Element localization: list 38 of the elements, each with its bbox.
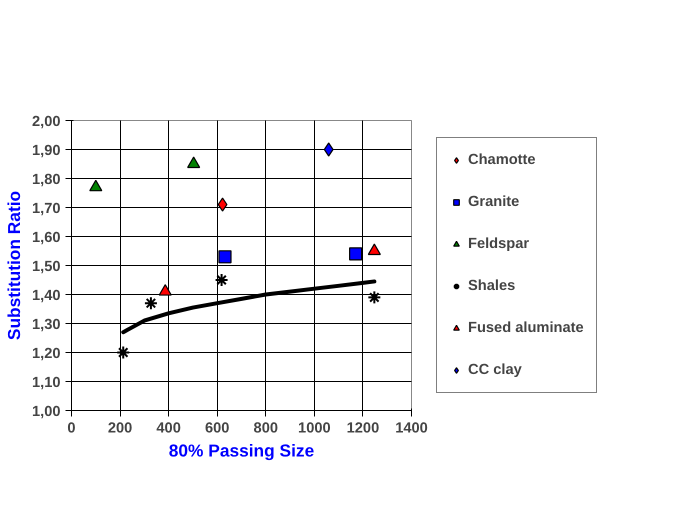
y-tick-label: 1,20 xyxy=(32,346,61,362)
x-axis-title: 80% Passing Size xyxy=(168,440,315,460)
y-tick-label: 1,90 xyxy=(32,143,61,159)
legend-label: Shales xyxy=(468,278,516,294)
legend-label: Granite xyxy=(468,194,520,210)
point xyxy=(214,273,229,287)
point xyxy=(349,247,362,260)
y-tick-label: 1,60 xyxy=(32,230,61,246)
x-tick-label: 200 xyxy=(108,420,132,436)
y-axis-title: Substitution Ratio xyxy=(4,190,24,340)
legend-label: Feldspar xyxy=(468,236,530,252)
x-tick-label: 600 xyxy=(204,420,230,436)
point xyxy=(116,346,130,360)
x-tick-label: 1400 xyxy=(395,420,428,436)
point xyxy=(187,156,200,168)
legend-label: Fused aluminate xyxy=(468,320,584,336)
legend-label: CC clay xyxy=(468,362,522,378)
x-tick-label: 1000 xyxy=(298,420,331,436)
point xyxy=(89,180,102,192)
y-tick-label: 1,70 xyxy=(32,201,61,217)
y-tick-label: 1,80 xyxy=(32,172,61,188)
x-tick-label: 800 xyxy=(254,420,278,436)
x-tick-label: 0 xyxy=(67,420,76,436)
point xyxy=(158,284,172,296)
point xyxy=(324,142,334,157)
y-tick-label: 2,00 xyxy=(32,114,61,130)
point xyxy=(367,290,382,304)
x-tick-label: 1200 xyxy=(346,420,380,436)
point xyxy=(218,250,232,264)
point xyxy=(144,296,158,310)
y-tick-label: 1,40 xyxy=(32,288,61,304)
y-tick-label: 1,30 xyxy=(32,317,61,333)
y-tick-label: 1,50 xyxy=(32,259,61,275)
y-tick-label: 1,00 xyxy=(32,404,61,420)
x-tick-label: 400 xyxy=(156,420,181,436)
y-tick-label: 1,10 xyxy=(32,375,61,391)
legend-label: Chamotte xyxy=(468,152,536,168)
point xyxy=(368,243,381,256)
